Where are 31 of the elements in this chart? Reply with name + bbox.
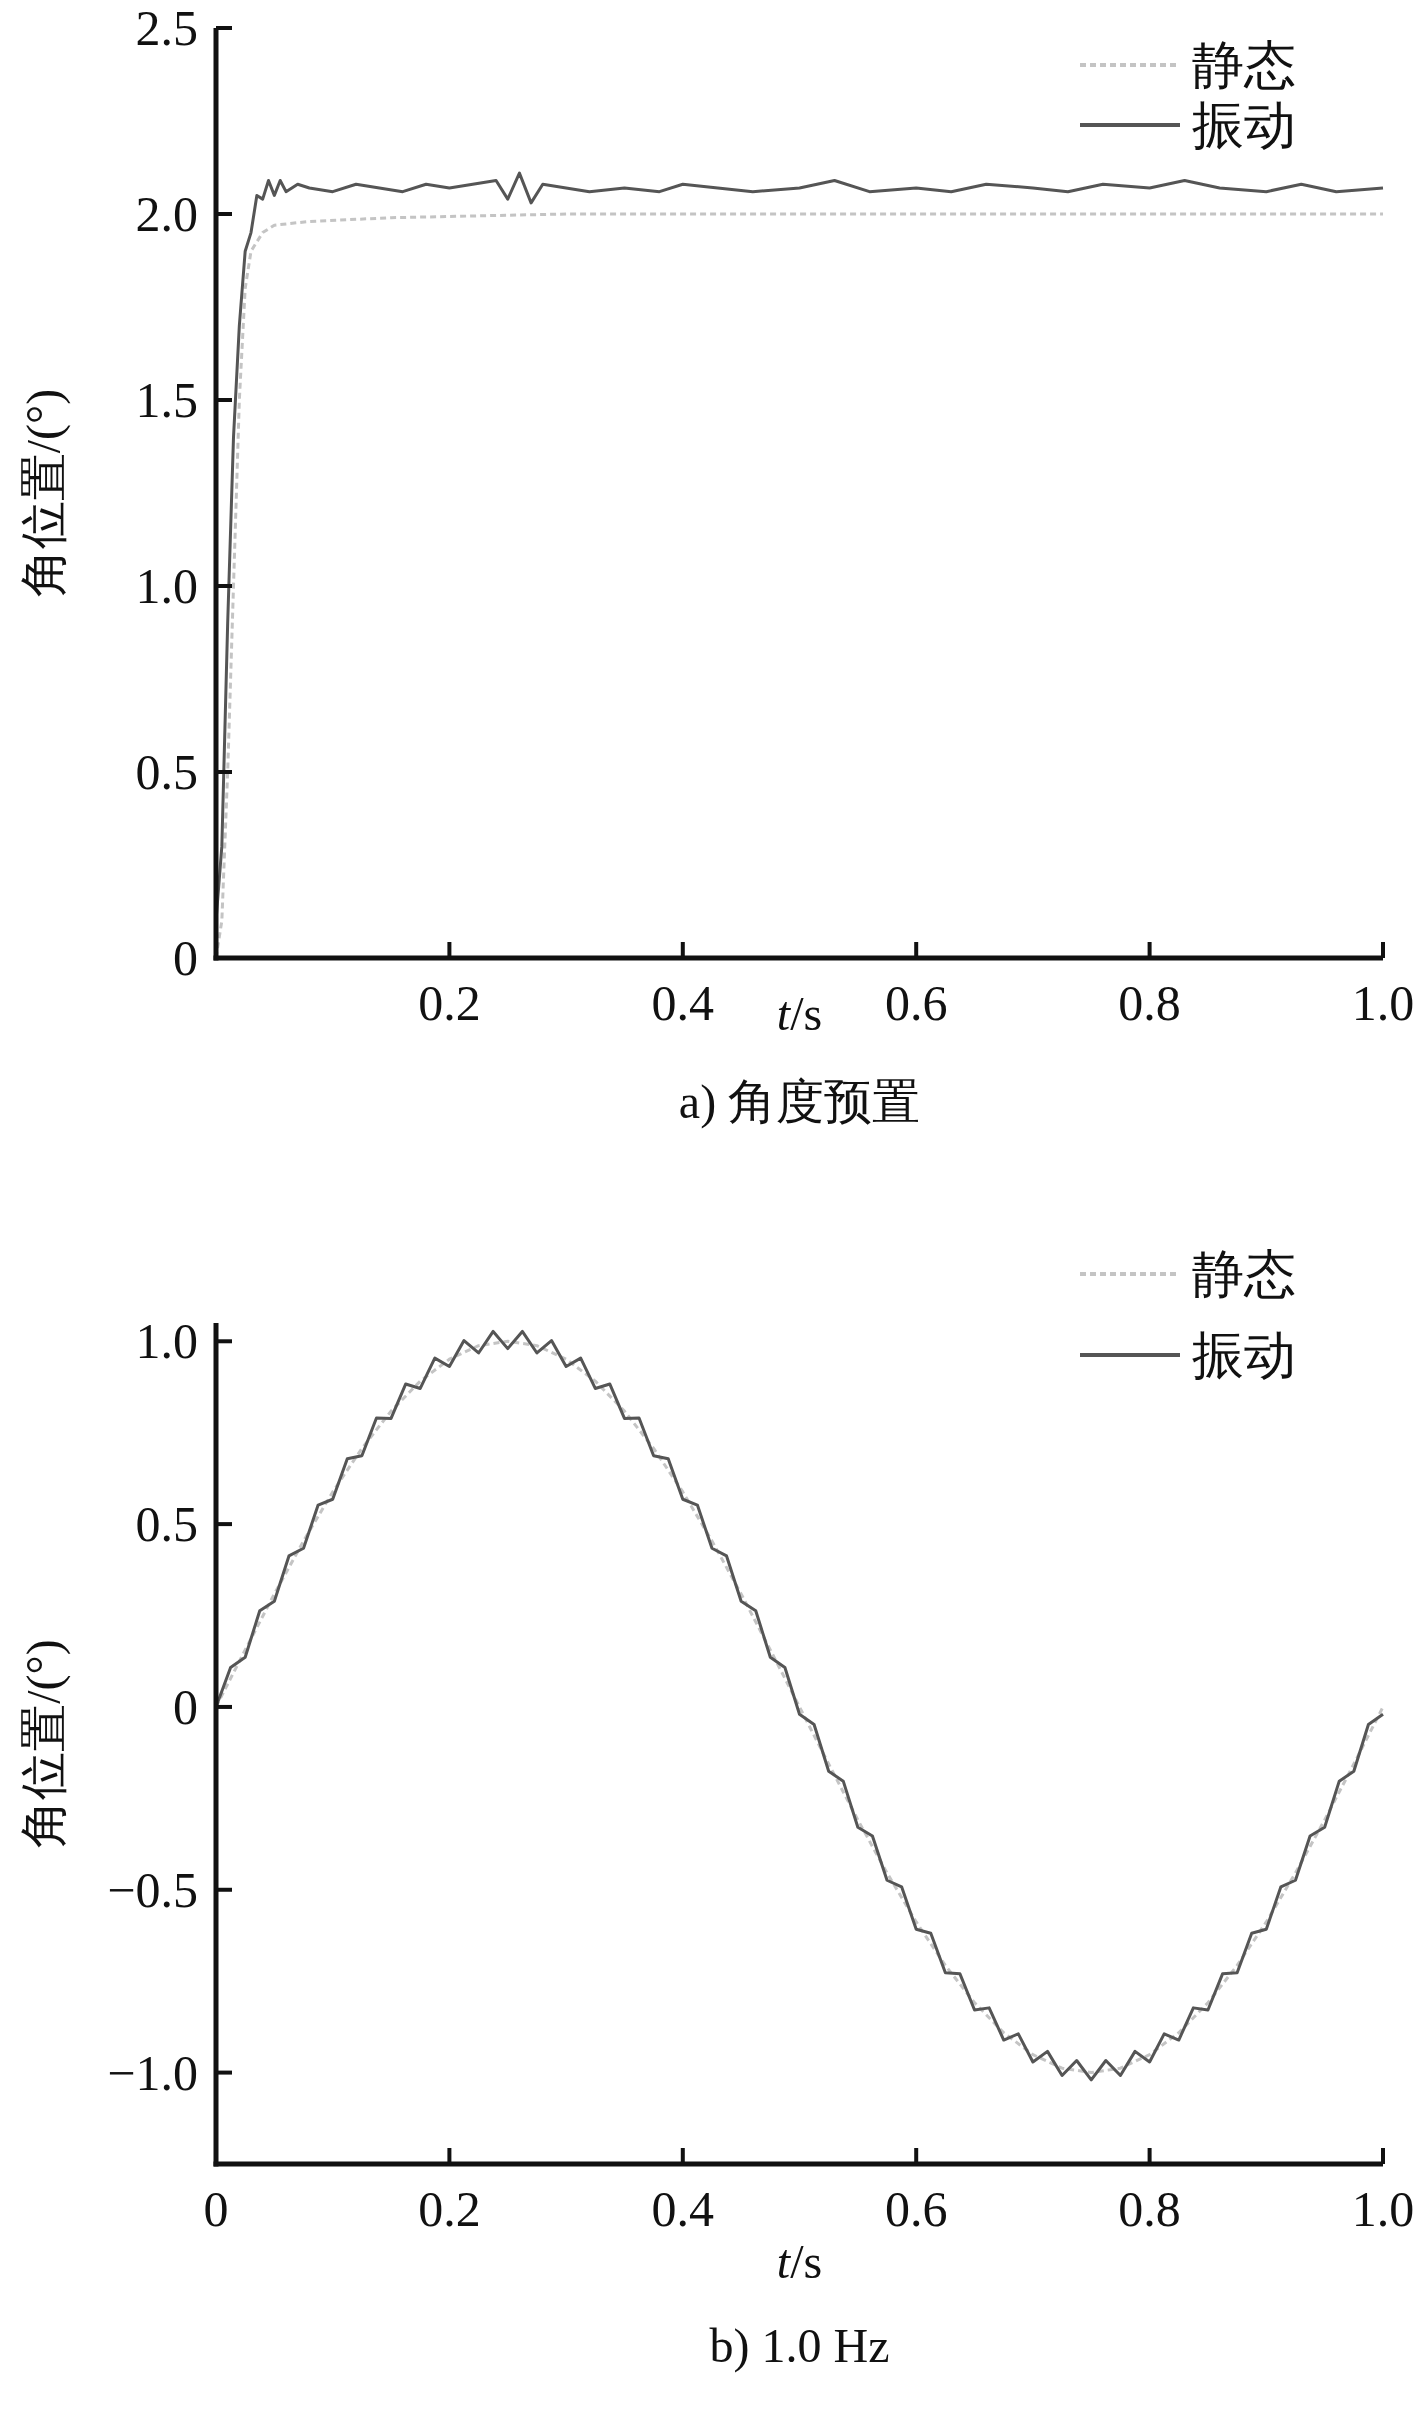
- y-axis-title: 角位置/(°): [17, 388, 71, 598]
- x-tick-label: 0.4: [651, 2181, 715, 2237]
- y-tick-label: 2.5: [135, 0, 198, 56]
- x-axis-title: t/s: [776, 2235, 823, 2288]
- x-tick-label: 1.0: [1351, 2181, 1415, 2237]
- x-tick-label: 0.6: [884, 2181, 948, 2237]
- y-tick-label: 0: [173, 930, 198, 986]
- y-axis-title: 角位置/(°): [17, 1639, 71, 1848]
- y-tick-label: 1.5: [135, 372, 198, 428]
- x-axis-title: t/s: [776, 987, 823, 1040]
- x-tick-label: 0.8: [1118, 975, 1181, 1031]
- x-tick-label: 0.2: [418, 2181, 481, 2237]
- x-tick-label: 1.0: [1351, 975, 1415, 1031]
- y-tick-label: 0.5: [135, 744, 198, 800]
- text: b) 1.0 Hz: [709, 2319, 890, 2373]
- legend-label: 振动: [1192, 97, 1296, 154]
- y-tick-label: 0: [173, 1678, 198, 1735]
- x-tick-label: 0.8: [1118, 2181, 1181, 2237]
- y-tick-label: 0.5: [135, 1496, 198, 1553]
- legend-label: 静态: [1192, 1246, 1296, 1303]
- y-tick-label: −0.5: [107, 1861, 198, 1918]
- legend-label: 静态: [1192, 37, 1296, 94]
- x-tick-label: 0.2: [418, 975, 481, 1031]
- y-tick-label: 2.0: [135, 186, 198, 242]
- x-tick-label: 0.6: [884, 975, 948, 1031]
- text: a) 角度预置: [678, 1075, 921, 1129]
- legend-label: 振动: [1192, 1327, 1296, 1384]
- y-tick-label: 1.0: [135, 558, 198, 614]
- x-tick-label: 0.4: [651, 975, 715, 1031]
- y-tick-label: −1.0: [107, 2044, 198, 2101]
- y-tick-label: 1.0: [135, 1313, 198, 1370]
